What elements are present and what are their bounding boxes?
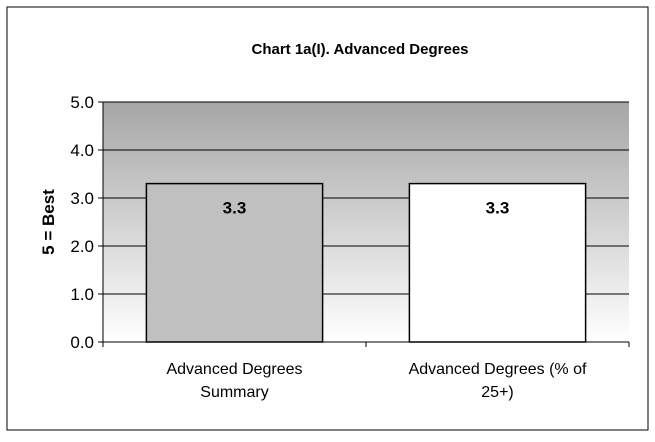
bars: 3.3 3.3 <box>145 182 587 343</box>
data-label: 3.3 <box>486 199 510 218</box>
x-labels: Advanced Degrees Summary Advanced Degrees … <box>102 342 630 401</box>
x-tick-label: Advanced Degrees (% of 25+) <box>409 361 587 401</box>
chart-title: Chart 1a(I). Advanced Degrees <box>251 41 468 58</box>
y-ticks: 0.0 1.0 2.0 3.0 4.0 5.0 <box>70 93 103 352</box>
y-axis-label: 5 = Best <box>39 189 58 255</box>
y-tick-label: 1.0 <box>70 285 94 304</box>
y-tick-label: 2.0 <box>70 237 94 256</box>
x-tick-label: Advanced Degrees Summary <box>166 361 302 401</box>
y-tick-label: 4.0 <box>70 141 94 160</box>
y-tick-label: 3.0 <box>70 189 94 208</box>
bar <box>408 182 587 343</box>
y-tick-label: 5.0 <box>70 93 94 112</box>
data-label: 3.3 <box>223 199 247 218</box>
bar <box>145 182 324 343</box>
y-tick-label: 0.0 <box>70 333 94 352</box>
